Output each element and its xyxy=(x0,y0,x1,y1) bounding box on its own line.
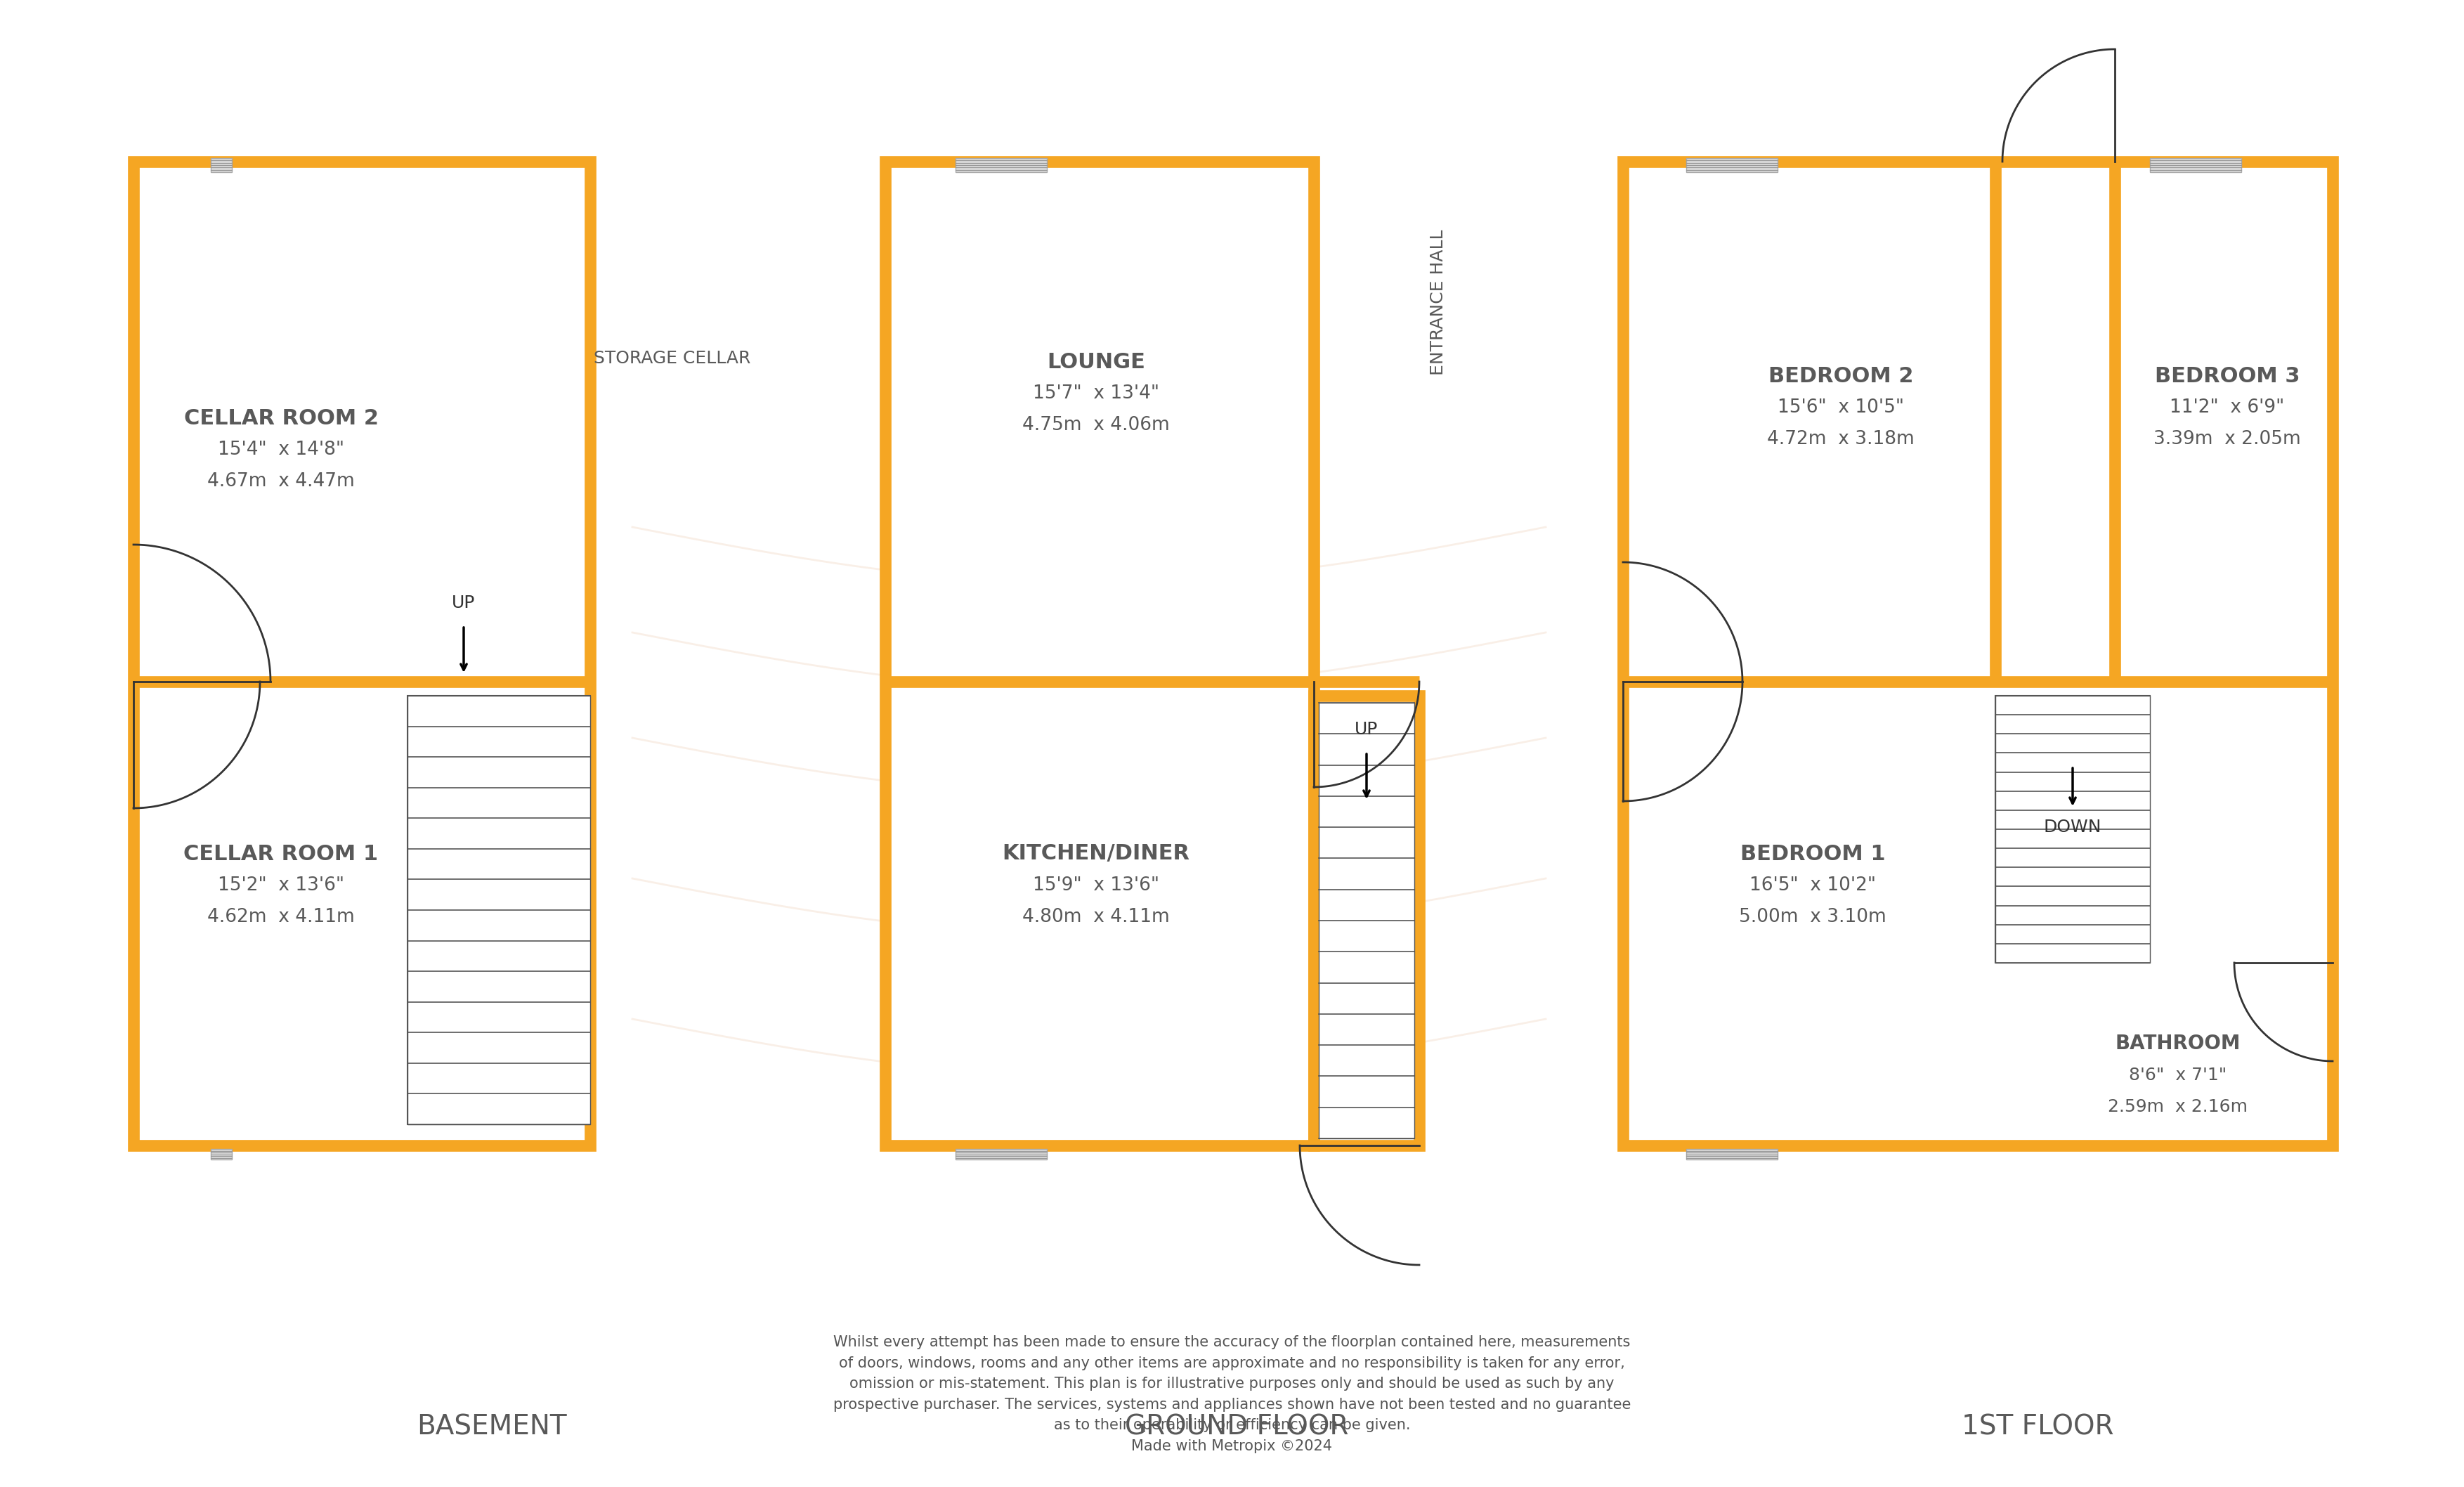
Text: 16'5"  x 10'2": 16'5" x 10'2" xyxy=(1749,876,1875,895)
Text: 4.80m  x 4.11m: 4.80m x 4.11m xyxy=(1023,909,1170,926)
Text: 15'9"  x 13'6": 15'9" x 13'6" xyxy=(1032,876,1158,895)
Text: ENTRANCE HALL: ENTRANCE HALL xyxy=(1429,229,1446,375)
Text: CELLAR ROOM 1: CELLAR ROOM 1 xyxy=(185,843,379,864)
Bar xyxy=(1996,696,2151,962)
Text: 4.72m  x 3.18m: 4.72m x 3.18m xyxy=(1767,430,1915,449)
Text: 11'2"  x 6'9": 11'2" x 6'9" xyxy=(2171,399,2284,416)
Text: 4.75m  x 4.06m: 4.75m x 4.06m xyxy=(1023,416,1170,434)
Text: BEDROOM 1: BEDROOM 1 xyxy=(1740,843,1885,864)
Text: BEDROOM 3: BEDROOM 3 xyxy=(2154,366,2299,387)
Text: 5.00m  x 3.10m: 5.00m x 3.10m xyxy=(1740,909,1887,926)
Text: 4.67m  x 4.47m: 4.67m x 4.47m xyxy=(207,473,355,491)
Bar xyxy=(1996,696,2151,962)
Bar xyxy=(407,696,591,1124)
Text: 3.39m  x 2.05m: 3.39m x 2.05m xyxy=(2154,430,2301,449)
Text: BEDROOM 2: BEDROOM 2 xyxy=(1769,366,1915,387)
Bar xyxy=(956,158,1047,172)
Text: 15'2"  x 13'6": 15'2" x 13'6" xyxy=(217,876,345,895)
Bar xyxy=(407,696,591,1124)
Text: LOUNGE: LOUNGE xyxy=(1047,352,1146,372)
Text: 1ST FLOOR: 1ST FLOOR xyxy=(1961,1413,2114,1439)
Text: BATHROOM: BATHROOM xyxy=(2114,1033,2240,1053)
Text: GROUND FLOOR: GROUND FLOOR xyxy=(1124,1413,1348,1439)
Bar xyxy=(133,162,591,1145)
Text: UP: UP xyxy=(451,595,476,611)
Text: UP: UP xyxy=(1355,721,1377,738)
Text: 15'7"  x 13'4": 15'7" x 13'4" xyxy=(1032,385,1158,403)
Text: BASEMENT: BASEMENT xyxy=(416,1413,567,1439)
Text: 15'4"  x 14'8": 15'4" x 14'8" xyxy=(217,440,345,459)
Bar xyxy=(956,1149,1047,1160)
Bar xyxy=(2151,158,2242,172)
Bar xyxy=(1318,703,1414,1139)
Bar xyxy=(885,162,1313,1145)
Text: ESTATE AGENTS: ESTATE AGENTS xyxy=(1025,693,1195,712)
Bar xyxy=(212,158,232,172)
Text: 15'6"  x 10'5": 15'6" x 10'5" xyxy=(1777,399,1905,416)
Text: CELLAR ROOM 2: CELLAR ROOM 2 xyxy=(185,407,379,428)
Bar xyxy=(1685,1149,1777,1160)
Text: 4.62m  x 4.11m: 4.62m x 4.11m xyxy=(207,909,355,926)
Bar xyxy=(1685,158,1777,172)
Text: STORAGE CELLAR: STORAGE CELLAR xyxy=(594,349,752,367)
Text: Whilst every attempt has been made to ensure the accuracy of the floorplan conta: Whilst every attempt has been made to en… xyxy=(833,1335,1631,1453)
Bar xyxy=(212,1149,232,1160)
Text: 8'6"  x 7'1": 8'6" x 7'1" xyxy=(2129,1066,2227,1084)
Bar xyxy=(1313,696,1419,1145)
Text: Day & Co: Day & Co xyxy=(961,625,1259,683)
Text: 2.59m  x 2.16m: 2.59m x 2.16m xyxy=(2109,1099,2247,1115)
Bar xyxy=(1624,162,2333,1145)
Text: KITCHEN/DINER: KITCHEN/DINER xyxy=(1003,843,1190,864)
Text: DOWN: DOWN xyxy=(2043,819,2102,836)
